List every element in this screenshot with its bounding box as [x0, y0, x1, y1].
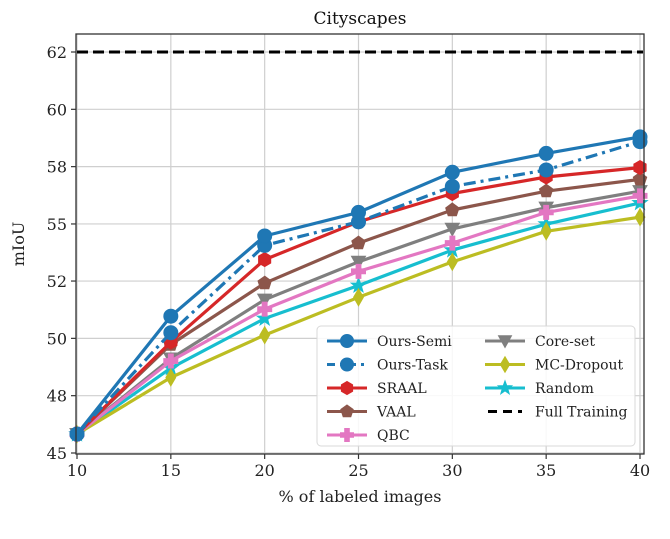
x-tick-label: 15 [161, 461, 181, 480]
x-tick-label: 40 [630, 461, 650, 480]
data-point [444, 222, 461, 237]
legend-label: MC-Dropout [535, 358, 624, 374]
data-point [257, 228, 273, 244]
legend-item: Ours-Semi [327, 334, 452, 350]
legend-label: VAAL [376, 405, 416, 421]
data-point [446, 252, 458, 272]
data-point [259, 325, 271, 345]
chart-title: Cityscapes [314, 9, 407, 29]
x-tick-label: 10 [67, 461, 87, 480]
legend-label: SRAAL [377, 381, 427, 397]
data-point [632, 171, 648, 186]
legend-item: SRAAL [327, 380, 427, 397]
data-point [445, 202, 460, 217]
data-point [163, 325, 179, 341]
data-point [69, 426, 85, 442]
legend-item: MC-Dropout [485, 355, 624, 374]
data-point [444, 235, 460, 251]
data-point [257, 301, 273, 317]
legend-marker [496, 379, 514, 396]
legend-marker [340, 428, 354, 442]
legend-marker [340, 334, 354, 348]
legend-box [316, 325, 636, 447]
data-point [538, 183, 554, 198]
y-tick-label: 45 [47, 444, 67, 463]
data-point [353, 287, 364, 307]
legend-item: Random [485, 379, 594, 397]
y-axis: 45 48 50 52 55 58 60 62 [47, 43, 76, 463]
legend-label: Core-set [535, 334, 595, 350]
legend: Ours-Semi Ours-Task SRAAL VAAL QBC Core-set MC… [316, 325, 636, 447]
legend-item: Core-set [485, 334, 595, 350]
y-tick-label: 48 [47, 387, 67, 406]
data-point [165, 368, 177, 387]
data-point [351, 235, 366, 250]
data-point [632, 129, 648, 145]
legend-item: QBC [327, 428, 410, 444]
legend-marker [340, 357, 354, 372]
x-tick-label: 20 [254, 461, 274, 480]
data-point [351, 263, 366, 279]
data-point [258, 252, 272, 268]
legend-label: QBC [377, 428, 410, 444]
data-point [256, 293, 273, 308]
y-tick-label: 62 [47, 43, 67, 62]
x-tick-label: 30 [442, 461, 462, 480]
y-tick-label: 55 [47, 215, 67, 234]
legend-item: Full Training [488, 405, 628, 421]
x-tick-label: 25 [348, 461, 368, 480]
legend-marker [499, 355, 511, 374]
axes-frame [75, 33, 645, 455]
data-point [350, 255, 367, 270]
data-point [444, 178, 460, 194]
data-point [633, 160, 647, 176]
y-tick-label: 60 [47, 100, 67, 119]
legend-label: Ours-Task [377, 358, 448, 374]
legend-item: Ours-Task [327, 357, 448, 374]
data-point [163, 353, 179, 369]
x-axis-title: % of labeled images [279, 487, 442, 506]
legend-label: Random [535, 381, 594, 397]
x-tick-label: 35 [536, 461, 556, 480]
y-tick-label: 58 [47, 158, 67, 177]
legend-marker [340, 380, 354, 396]
data-point [538, 145, 554, 161]
legend-item: VAAL [327, 404, 416, 421]
data-point [538, 162, 554, 178]
data-point [257, 275, 272, 290]
legend-marker [340, 404, 354, 418]
data-point [540, 221, 552, 241]
y-tick-label: 50 [47, 329, 67, 348]
data-point [351, 204, 366, 220]
data-point [444, 164, 460, 180]
data-point [634, 207, 646, 227]
data-point [538, 204, 554, 220]
y-tick-label: 52 [47, 272, 67, 291]
legend-label: Ours-Semi [377, 334, 452, 350]
x-axis: 10 15 20 25 30 35 40 [67, 454, 650, 480]
legend-marker [497, 335, 513, 349]
y-axis-title: mIoU [9, 222, 28, 267]
data-point [255, 309, 274, 326]
data-point [163, 308, 179, 324]
legend-label: Full Training [535, 405, 628, 421]
data-point [632, 188, 648, 204]
